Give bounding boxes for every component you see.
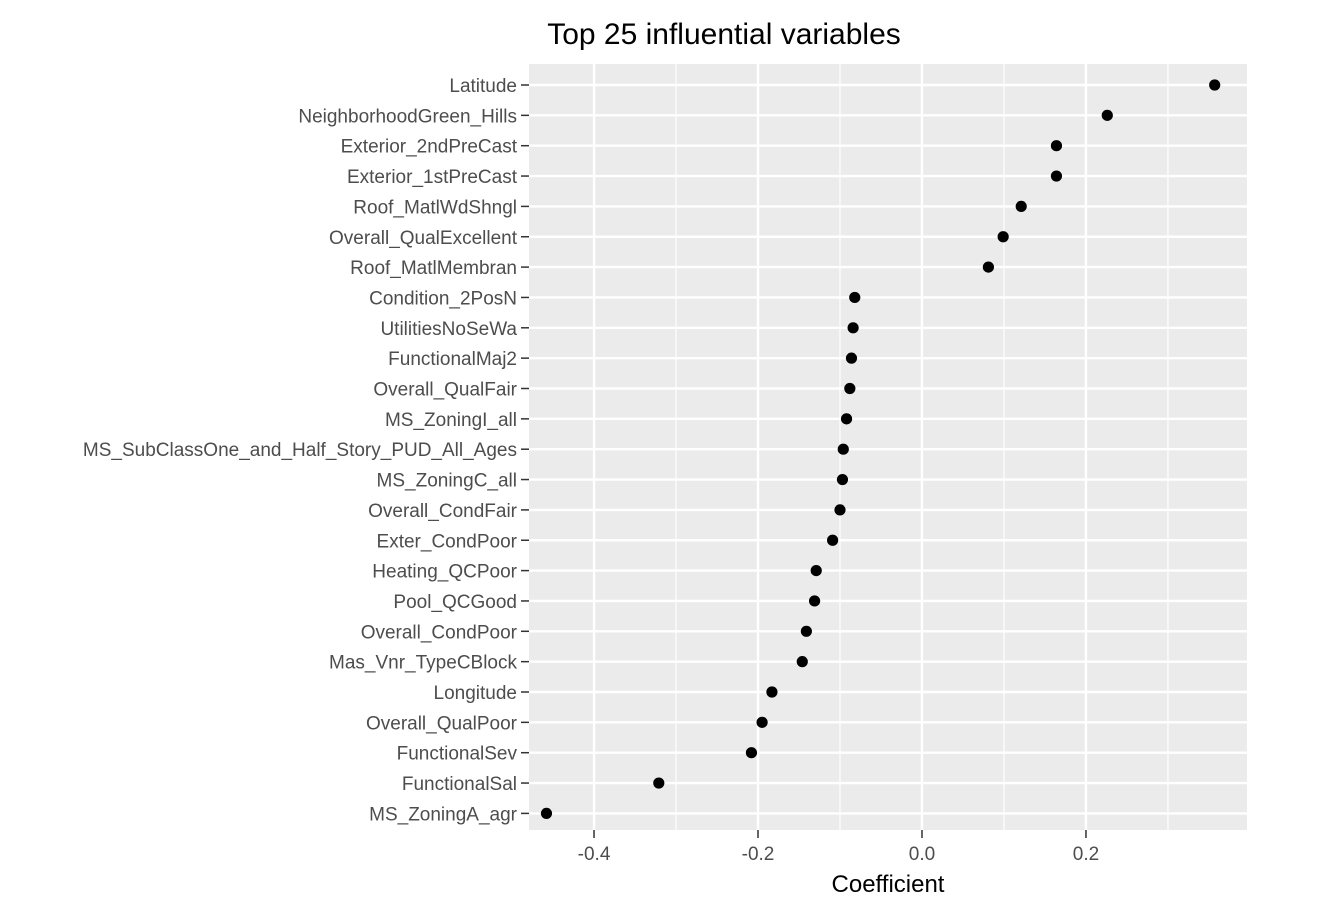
data-point	[1209, 79, 1221, 91]
x-axis: -0.4 -0.2 0.0 0.2	[578, 830, 1099, 865]
x-tick-label: -0.2	[742, 844, 775, 865]
data-point	[540, 807, 553, 820]
y-tick-label: FunctionalSev	[397, 744, 518, 765]
data-point	[800, 625, 812, 637]
y-tick-label: MS_ZoningA_agr	[369, 804, 518, 825]
data-point	[653, 777, 665, 789]
data-point	[810, 565, 822, 577]
data-point	[1050, 170, 1063, 182]
data-point	[808, 595, 821, 607]
data-point	[836, 473, 849, 486]
x-tick-label: 0.0	[909, 844, 935, 865]
data-point	[756, 716, 768, 728]
plot-panel	[529, 64, 1247, 830]
y-tick-label: MS_SubClassOne_and_Half_Story_PUD_All_Ag…	[83, 440, 517, 461]
y-tick-label: MS_ZoningI_all	[385, 410, 517, 431]
data-point	[840, 413, 853, 425]
data-point	[766, 686, 778, 698]
data-point	[1101, 109, 1113, 121]
data-point	[844, 382, 856, 395]
y-tick-label: Pool_QCGood	[393, 592, 517, 613]
y-tick-label: Heating_QCPoor	[372, 562, 517, 583]
y-tick-label: Overall_QualFair	[373, 380, 517, 401]
y-tick-label: Mas_Vnr_TypeCBlock	[329, 653, 517, 674]
y-tick-label: Overall_QualExcellent	[329, 228, 518, 249]
y-axis: Latitude NeighborhoodGreen_Hills Exterior_…	[83, 76, 529, 825]
minor-gridlines	[675, 64, 1169, 830]
data-points	[540, 79, 1221, 820]
data-point	[1050, 140, 1063, 152]
y-tick-label: Roof_MatlMembran	[350, 258, 517, 279]
y-tick-label: NeighborhoodGreen_Hills	[298, 106, 517, 127]
y-tick-label: MS_ZoningC_all	[377, 471, 517, 492]
y-tick-label: Longitude	[434, 683, 517, 704]
x-tick-label: 0.2	[1073, 844, 1099, 865]
y-tick-label: Overall_QualPoor	[366, 713, 518, 734]
data-point	[847, 322, 859, 334]
y-tick-label: Condition_2PosN	[369, 288, 517, 309]
y-tick-label: Exterior_2ndPreCast	[341, 137, 518, 158]
y-tick-label: Overall_CondFair	[368, 501, 518, 522]
data-point	[827, 534, 839, 546]
data-point	[849, 291, 861, 304]
data-point	[745, 747, 758, 759]
data-point	[997, 231, 1009, 243]
y-tick-label: Roof_MatlWdShngl	[353, 197, 517, 218]
y-tick-label: FunctionalSal	[402, 774, 517, 795]
y-tick-label: FunctionalMaj2	[388, 349, 517, 370]
data-point	[837, 443, 849, 455]
major-gridlines	[529, 64, 1247, 830]
data-point	[845, 352, 858, 364]
y-tick-label: Overall_CondPoor	[361, 622, 518, 643]
y-tick-label: Latitude	[449, 76, 517, 97]
data-point	[834, 504, 846, 516]
y-tick-label: Exter_CondPoor	[377, 531, 518, 552]
chart-title: Top 25 influential variables	[547, 18, 901, 51]
x-tick-label: -0.4	[578, 844, 611, 865]
data-point	[982, 261, 994, 273]
data-point	[1015, 200, 1027, 212]
data-point	[796, 656, 808, 668]
x-axis-label: Coefficient	[832, 871, 945, 898]
y-tick-label: UtilitiesNoSeWa	[380, 319, 517, 340]
y-tick-label: Exterior_1stPreCast	[347, 167, 518, 188]
